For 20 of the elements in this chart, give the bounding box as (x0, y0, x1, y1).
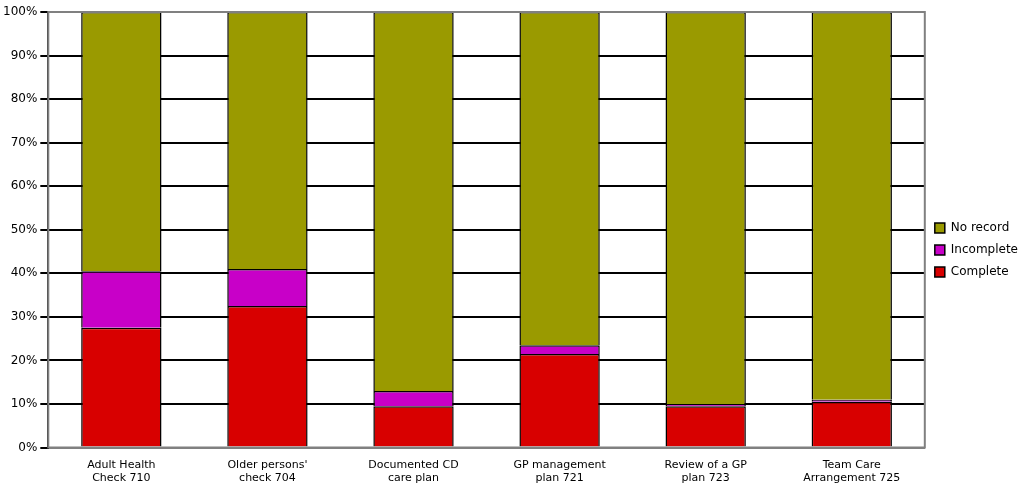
x-tick-label: GP management plan 721 (513, 458, 607, 485)
legend-label: No record (950, 220, 1010, 235)
y-tick-label: 70% (10, 134, 38, 149)
y-tick-label: 90% (10, 47, 38, 62)
y-tick-label: 100% (2, 4, 38, 19)
x-tick-label: Documented CD care plan (368, 458, 459, 485)
legend-label: Complete (950, 264, 1009, 279)
y-tick-label: 60% (10, 178, 38, 193)
x-tick-label: Review of a GP plan 723 (664, 458, 748, 485)
y-tick-label: 30% (10, 309, 38, 324)
x-tick-label: Team Care Arrangement 725 (803, 458, 901, 485)
y-tick-label: 80% (10, 91, 38, 106)
y-tick-label: 50% (10, 221, 38, 236)
x-tick-label: Older persons' check 704 (227, 458, 308, 485)
y-tick-label: 20% (10, 352, 38, 367)
legend-label: Incomplete (950, 242, 1019, 257)
x-tick-label: Adult Health Check 710 (87, 458, 156, 485)
y-tick-label: 40% (10, 265, 38, 280)
y-tick-label: 10% (10, 396, 38, 411)
y-tick-label: 0% (18, 439, 38, 454)
